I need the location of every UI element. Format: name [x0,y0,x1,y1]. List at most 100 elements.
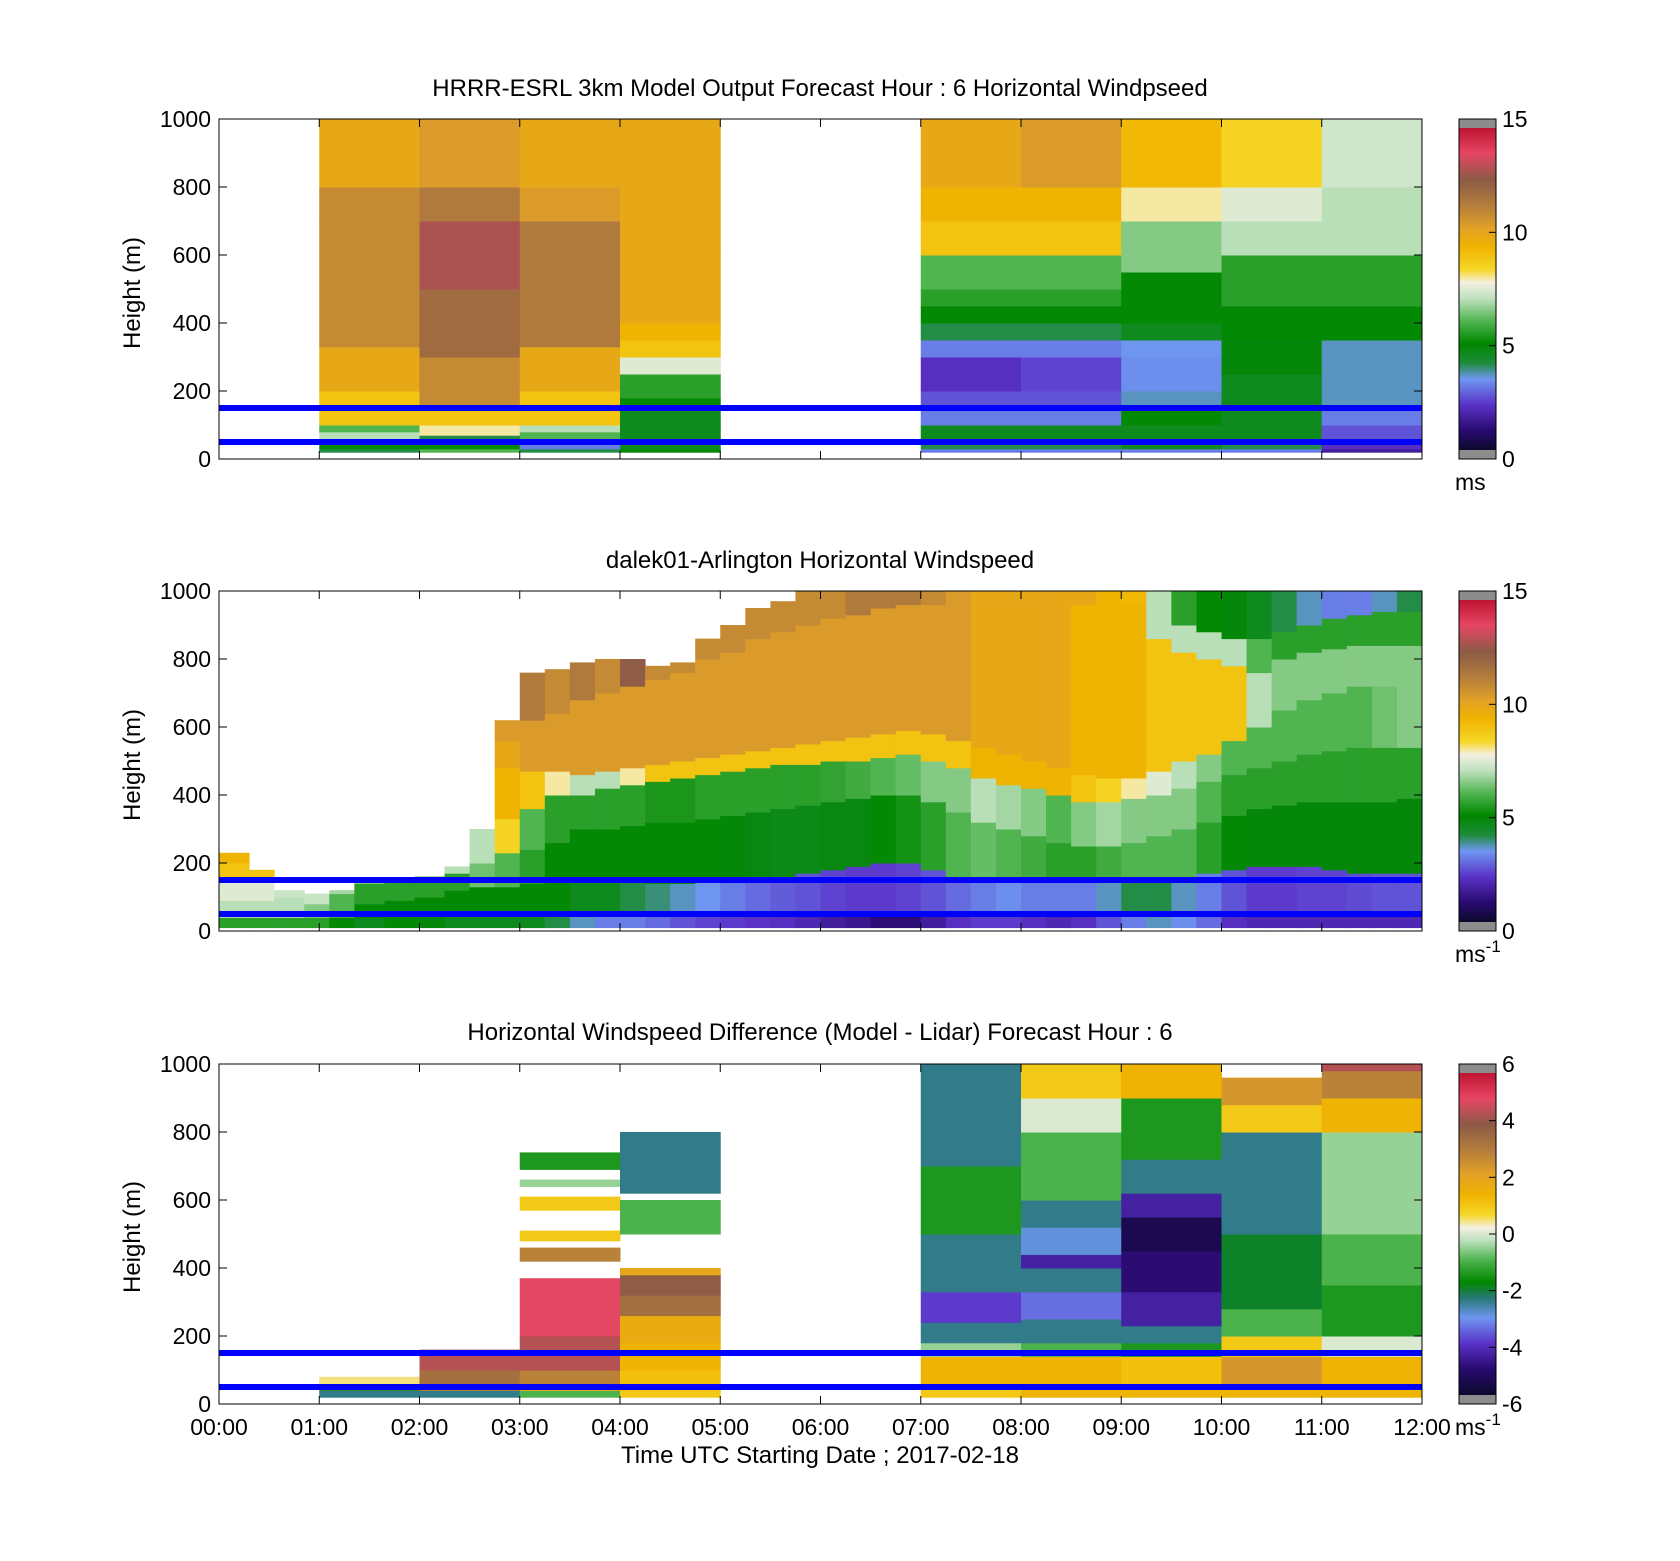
heatmap-cell [970,778,997,823]
colorbar-tick-label: 10 [1502,219,1528,245]
heatmap-cell [745,880,771,915]
x-tick-label: 06:00 [792,1414,850,1440]
heatmap-cell [920,408,1022,426]
heatmap-cell [304,917,330,929]
heatmap-cell [1321,801,1348,871]
heatmap-cell [920,1387,1022,1398]
heatmap-cell [1271,659,1298,711]
heatmap-cell [720,815,746,881]
panel-lidar-ylabel: Height (m) [119,709,146,821]
heatmap-cell [249,880,275,901]
heatmap-cell [1096,604,1122,779]
heatmap-cell [920,604,947,735]
heatmap-cell [795,625,821,745]
heatmap-cell [569,795,596,830]
colorbar-gradient [1459,128,1496,450]
heatmap-cell [1396,798,1423,874]
heatmap-cell [1021,835,1047,881]
heatmap-cell [1371,611,1398,646]
heatmap-cell [620,825,646,881]
heatmap-cell [1021,1200,1122,1228]
heatmap-cell [1021,1132,1122,1201]
y-tick-label: 200 [173,1323,211,1349]
heatmap-cell [1146,591,1172,640]
heatmap-cell [1321,1387,1423,1398]
heatmap-cell [920,1322,1022,1344]
heatmap-cell [304,893,330,905]
heatmap-cell [444,890,471,915]
heatmap-cell [745,812,771,881]
heatmap-cell [594,659,621,694]
heatmap-cell [970,747,997,779]
heatmap-cell [219,863,250,881]
heatmap-cell [319,448,420,453]
heatmap-cell [1121,604,1147,779]
heatmap-cell [720,771,746,816]
heatmap-cell [920,1234,1022,1293]
heatmap-cell [1321,187,1423,222]
heatmap-cell [544,713,571,772]
heatmap-cell [970,604,997,748]
heatmap-cell [895,754,922,796]
heatmap-cell [670,822,696,884]
heatmap-cell [895,591,922,606]
heatmap-cell [1071,880,1097,915]
heatmap-cell [1096,801,1122,847]
heatmap-cell [1071,914,1097,929]
panel-model-title: HRRR-ESRL 3km Model Output Forecast Hour… [432,75,1207,102]
heatmap-cell [945,740,972,769]
heatmap-cell [1221,1104,1323,1133]
heatmap-cell [519,672,546,721]
heatmap-cell [1021,788,1047,837]
heatmap-cell [620,255,721,324]
heatmap-cell [670,914,696,929]
colorbar-under-swatch [1459,450,1496,459]
panel-model-reference-lines [219,405,1422,445]
heatmap-cell [670,672,696,762]
heatmap-cell [319,443,420,450]
heatmap-cell [1021,408,1122,426]
heatmap-cell [1221,1077,1323,1106]
heatmap-cell [720,754,746,772]
colorbar-under-swatch [1459,1395,1496,1404]
heatmap-cell [895,914,922,929]
heatmap-cell [1246,727,1273,769]
colorbar-tick-label: 10 [1502,691,1528,717]
heatmap-cell [354,917,385,929]
heatmap-cell [920,761,947,803]
heatmap-cell [1346,614,1373,646]
heatmap-cell [1296,699,1323,755]
heatmap-cell [645,781,671,823]
heatmap-cell [920,914,947,929]
x-tick-label: 12:00 [1393,1414,1451,1440]
heatmap-cell [920,733,947,762]
heatmap-cell [920,448,1022,453]
heatmap-cell [1121,591,1147,606]
heatmap-cell [1371,914,1398,929]
heatmap-cell [720,625,746,653]
heatmap-cell [219,880,250,901]
heatmap-cell [1321,1064,1423,1072]
colorbar-unit-base: ms [1455,941,1486,967]
heatmap-cell [1046,591,1072,606]
heatmap-cell [620,1295,721,1317]
heatmap-cell [1096,880,1122,915]
heatmap-cell [1046,842,1072,881]
heatmap-cell [620,119,721,256]
heatmap-cell [1221,221,1323,256]
heatmap-cell [1021,425,1122,440]
panel-difference: Horizontal Windspeed Difference (Model -… [119,1019,1523,1469]
heatmap-cell [670,761,696,779]
heatmap-cell [1121,1193,1222,1218]
heatmap-cell [1271,866,1298,915]
heatmap-cell [544,842,571,881]
heatmap-cell [945,914,972,929]
heatmap-cell [1021,1356,1122,1388]
heatmap-cell [419,1390,521,1398]
heatmap-cell [1296,591,1323,626]
heatmap-cell [795,805,821,874]
heatmap-cell [895,795,922,864]
heatmap-cell [1321,306,1423,341]
colorbar-over-swatch [1459,591,1496,600]
heatmap-cell [945,604,972,742]
